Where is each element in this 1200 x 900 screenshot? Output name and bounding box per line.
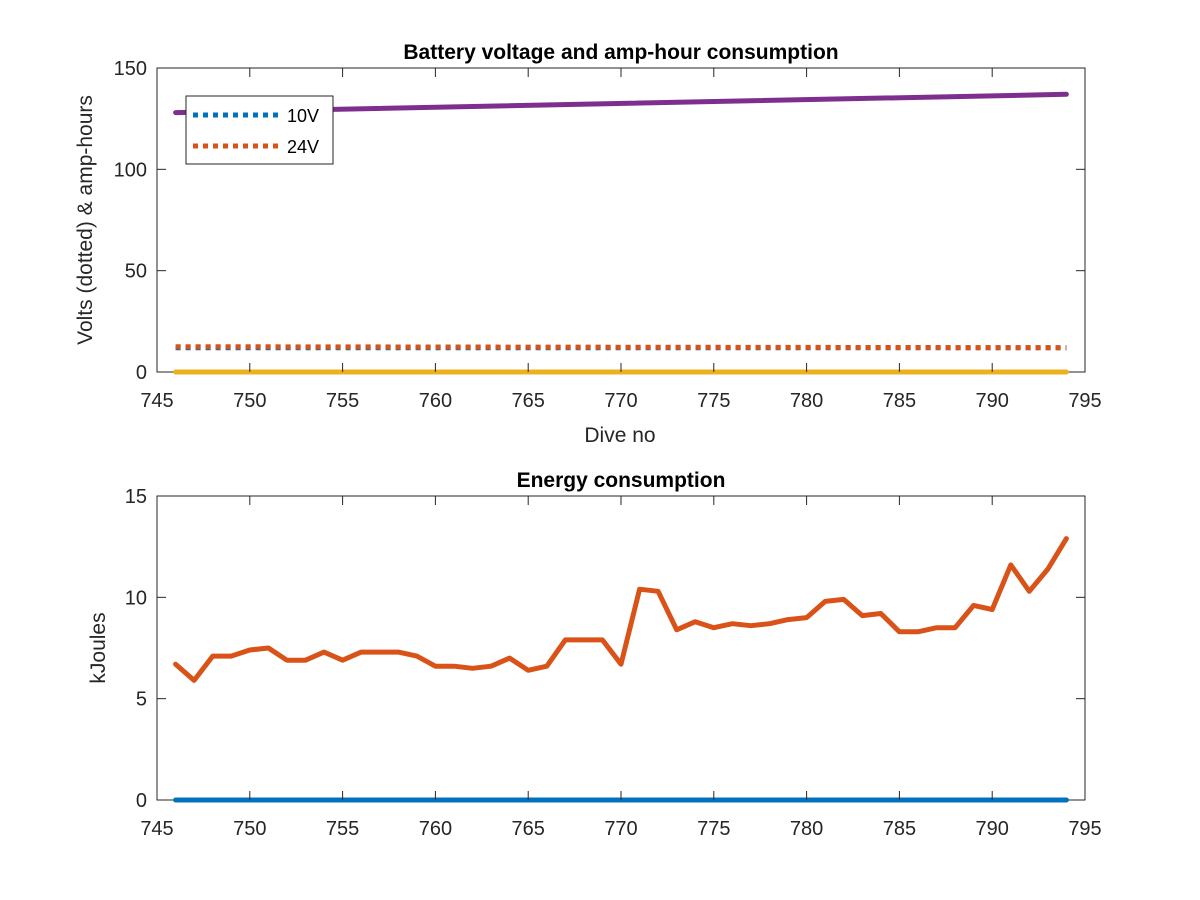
- x-tick-label: 775: [697, 390, 730, 412]
- x-tick-label: 745: [140, 818, 173, 840]
- x-tick-label: 785: [883, 390, 916, 412]
- x-tick-label: 755: [326, 818, 359, 840]
- y-tick-label: 100: [114, 159, 147, 181]
- plot-area: [156, 495, 1086, 801]
- chart-title: Battery voltage and amp-hour consumption: [403, 41, 838, 64]
- x-tick-label: 760: [419, 390, 452, 412]
- series-line-2: [173, 536, 1069, 683]
- series-line-24v: [175, 344, 1067, 351]
- x-tick-label: 790: [976, 390, 1009, 412]
- axes-1: 745 750 755 760 765 770 775 780 785 790 795 0 50 100 1…: [74, 41, 1102, 447]
- x-tick-label: 785: [883, 818, 916, 840]
- x-tick-label: 750: [233, 390, 266, 412]
- x-tick-label: 790: [976, 818, 1009, 840]
- legend-label-24v: 24V: [287, 137, 319, 157]
- y-tick-label: 10: [125, 587, 147, 609]
- y-tick-label: 150: [114, 58, 147, 80]
- x-tick-label: 795: [1068, 390, 1101, 412]
- x-tick-label: 780: [790, 818, 823, 840]
- x-tick-label: 760: [419, 818, 452, 840]
- x-tick-label: 755: [326, 390, 359, 412]
- x-tick-label: 770: [604, 390, 637, 412]
- y-axis-label: kJoules: [87, 612, 110, 683]
- x-tick-label: 750: [233, 818, 266, 840]
- x-tick-label: 770: [604, 818, 637, 840]
- axes-2: 745 750 755 760 765 770 775 780 785 790 795 0 5 10 15 E…: [87, 469, 1102, 840]
- x-tick-label: 775: [697, 818, 730, 840]
- legend: 10V 24V: [185, 95, 334, 165]
- legend-label-10v: 10V: [287, 106, 319, 126]
- y-axis-label: Volts (dotted) & amp-hours: [74, 95, 97, 345]
- x-tick-label: 795: [1068, 818, 1101, 840]
- y-tick-label: 0: [136, 362, 147, 384]
- chart-title: Energy consumption: [517, 469, 726, 492]
- y-tick-label: 50: [125, 261, 147, 283]
- x-tick-label: 765: [512, 818, 545, 840]
- y-tick-label: 15: [125, 486, 147, 508]
- x-axis-label: Dive no: [584, 424, 655, 447]
- x-tick-label: 780: [790, 390, 823, 412]
- x-tick-label: 745: [140, 390, 173, 412]
- y-tick-label: 5: [136, 689, 147, 711]
- x-tick-label: 765: [512, 390, 545, 412]
- y-tick-label: 0: [136, 790, 147, 812]
- legend-box: [185, 95, 334, 165]
